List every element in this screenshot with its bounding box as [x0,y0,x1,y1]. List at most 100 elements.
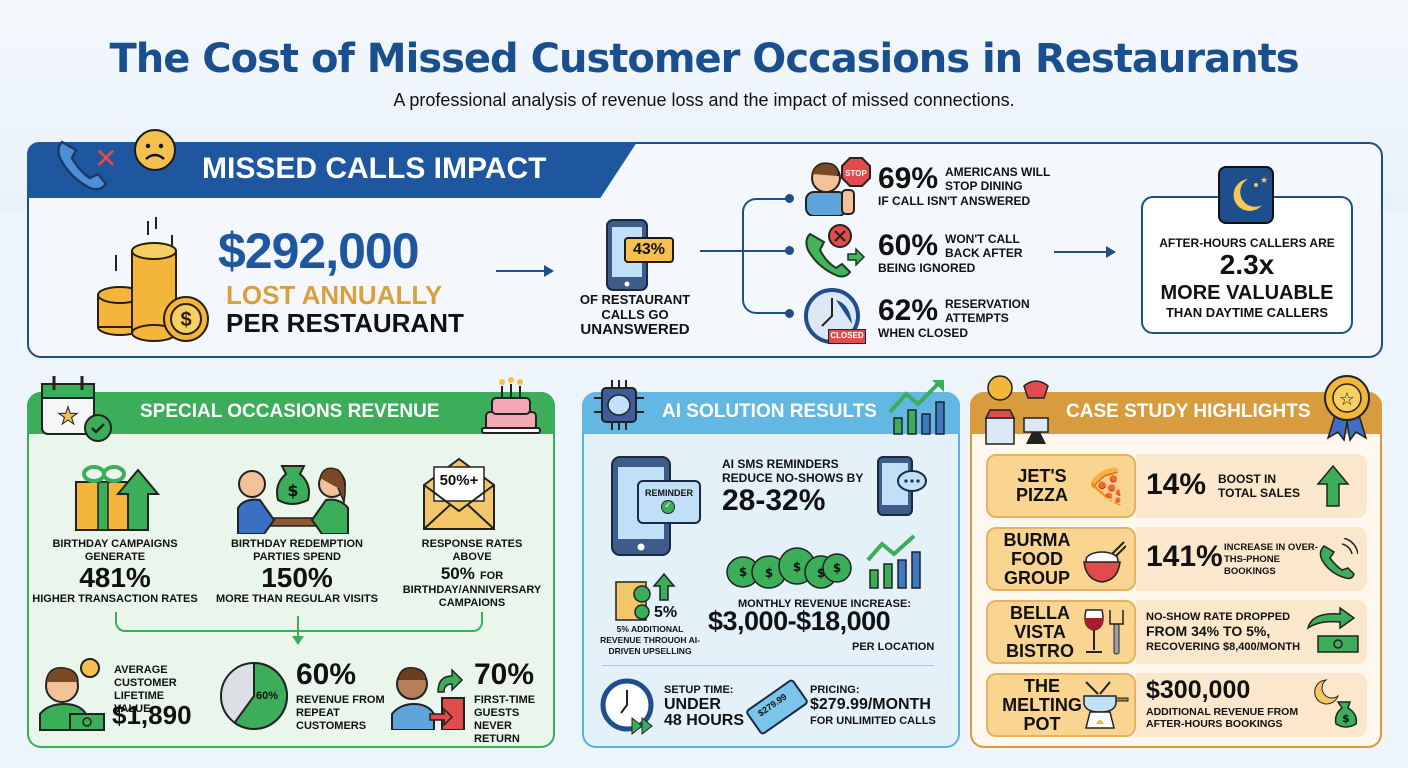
occasion-item-1: BIRTHDAY CAMPAIGNS GENERATE 481% HIGHER … [30,538,200,606]
stat-3-line2: ATTEMPTS [945,311,1009,325]
missed-calls-title: MISSED CALLS IMPACT [202,152,547,185]
missed-phone-icon [802,222,866,278]
case-desc-4: ADDITIONAL REVENUE FROM AFTER-HOURS BOOK… [1146,706,1299,730]
occasion-2-post: MORE THAN REGULAR VISITS [216,593,378,605]
stat-1-line3: IF CALL ISN'T ANSWERED [878,194,1031,208]
ringing-phone-icon [1318,538,1358,580]
page-subtitle: A professional analysis of revenue loss … [393,90,1015,110]
stat-desc-2: WON'T CALL BACK AFTER [945,232,1145,260]
after-hours-line1: AFTER-HOURS CALLERS ARE [1159,236,1335,250]
stat-1-line2: STOP DINING [945,179,1023,193]
first-time-label: FIRST-TIME GUESTS NEVER RETURN [474,694,536,745]
upsell-label: 5% ADDITIONAL REVENUE THROUOH AI-DRIVEN … [600,624,700,656]
phone-icon [52,134,112,194]
monthly-value: $3,000-$18,000 [708,606,891,636]
sms-line1: AI SMS REMINDERS [722,457,839,471]
envelope-icon [420,455,498,533]
occasion-1-post: HIGHER TRANSACTION RATES [32,593,198,605]
case-study-title: CASE STUDY HIGHLIGHTS [1066,401,1311,422]
chat-phone-icon [876,455,928,517]
branch-line [700,250,742,252]
monthly-label: MONTHLY REVENUE INCREASE: [738,598,911,610]
ai-solution-title: AI SOLUTION RESULTS [662,401,877,422]
loss-line1: LOST ANNUALLY [226,280,443,310]
special-occasions-header [27,392,555,434]
unanswered-label-2: CALLS GO [601,307,669,322]
case-name-1-text: JET'S PIZZA [1016,466,1068,505]
case-row-bg-3 [1136,600,1367,664]
envelope-label: 50%+ [439,472,479,489]
occasion-3-value-row: 50% FOR [392,564,552,584]
branch-dot-3 [785,309,794,318]
unanswered-label-3: UNANSWERED [580,321,690,338]
money-bags-icon: $ $ $ $ $ [725,528,855,590]
ai-divider [602,665,934,666]
moon-icon: ★ [1218,166,1274,224]
monthly-suffix: PER LOCATION [852,641,935,653]
occasions-connector-arrow [292,636,304,645]
after-hours-line2: MORE VALUABLE [1160,282,1334,304]
stat-3-line3: WHEN CLOSED [878,326,968,340]
wine-fork-icon [1082,608,1126,656]
occasion-3-post: BIRTHDAY/ANNIVERSARY CAMPAIONS [402,584,542,609]
ai-chip-brain-icon [594,380,644,430]
leaving-guest-icon [390,658,470,730]
svg-text:$: $ [739,565,747,579]
unanswered-pct-badge: 43% [624,237,674,263]
unanswered-label: OF RESTAURANT CALLS GO UNANSWERED [570,292,700,337]
stop-person-icon: STOP [802,156,874,216]
case-3-line1: NO-SHOW RATE DROPPED [1146,611,1291,623]
svg-text:$: $ [287,481,298,500]
pricing-label: PRICING: [810,684,860,696]
special-occasions-title: SPECIAL OCCASIONS REVENUE [140,401,440,422]
stat-1-line1: AMERICANS WILL [945,165,1051,179]
x-mark-icon: ✕ [94,141,118,175]
occasions-connector-stem [297,616,299,638]
svg-text:$: $ [180,309,191,331]
setup-value-2: 48 HOURS [664,712,745,729]
branch-bracket [742,198,788,314]
occasion-item-3: RESPONSE RATES ABOVE 50% FOR BIRTHDAY/AN… [392,538,552,610]
stat-2-line3: BEING IGNORED [878,261,976,275]
setup-value-1: UNDER [664,696,721,713]
loss-amount: $292,000 [218,223,420,279]
pricing-value: $279.99/MONTH [810,696,931,713]
stat-3-line1: RESERVATION [945,297,1030,311]
case-value-1: 14% [1146,468,1207,501]
svg-text:$: $ [817,566,825,580]
setup-label: SETUP TIME: [664,684,734,696]
arrow-line-2 [1054,251,1108,253]
unanswered-label-1: OF RESTAURANT [579,292,691,307]
svg-text:★: ★ [57,402,79,430]
stat-pct-2: 60% [878,229,939,262]
occasion-1-value: 481% [79,562,151,593]
occasion-3-value: 50% [440,564,475,583]
case-name-3: BELLA VISTA BISTRO [986,600,1136,664]
stat-desc-1: AMERICANS WILL STOP DINING [945,165,1145,193]
repeat-revenue-value: 60% [296,658,357,691]
reminder-label: REMINDER [644,488,693,498]
stat-2-line2: BACK AFTER [945,246,1023,260]
sad-face-icon [130,128,178,176]
special-occasions-panel [27,392,555,748]
svg-text:$: $ [833,561,841,575]
growth-bars-icon [866,532,922,590]
case-desc-2: INCREASE IN OVER-THS-PHONE BOOKINGS [1224,542,1318,577]
loss-line2: PER RESTAURANT [226,308,464,338]
svg-text:STOP: STOP [845,169,867,178]
coins-stack-icon: $ [92,215,214,345]
after-hours-multiplier: 2.3x [1219,249,1275,280]
growth-chart-icon [888,378,948,436]
pricing-suffix: FOR UNLIMITED CALLS [810,715,936,727]
couple-money-icon: $ [234,454,352,534]
occasion-2-pre: BIRTHDAY REDEMPTION PARTIES SPEND [230,538,364,563]
birthday-cake-icon [478,372,544,436]
case-name-1: JET'S PIZZA [986,454,1136,518]
case-3-line2: FROM 34% TO 5%, [1146,623,1271,639]
after-hours-line3: THAN DAYTIME CALLERS [1165,305,1329,320]
case-name-3-text: BELLA VISTA BISTRO [1005,602,1074,661]
case-name-4-text: THE MELTING POT [1002,675,1082,734]
customer-money-icon [38,658,106,732]
sms-line2: REDUCE NO-SHOWS BY [722,471,864,485]
award-badge-icon: ☆ [1322,374,1372,442]
